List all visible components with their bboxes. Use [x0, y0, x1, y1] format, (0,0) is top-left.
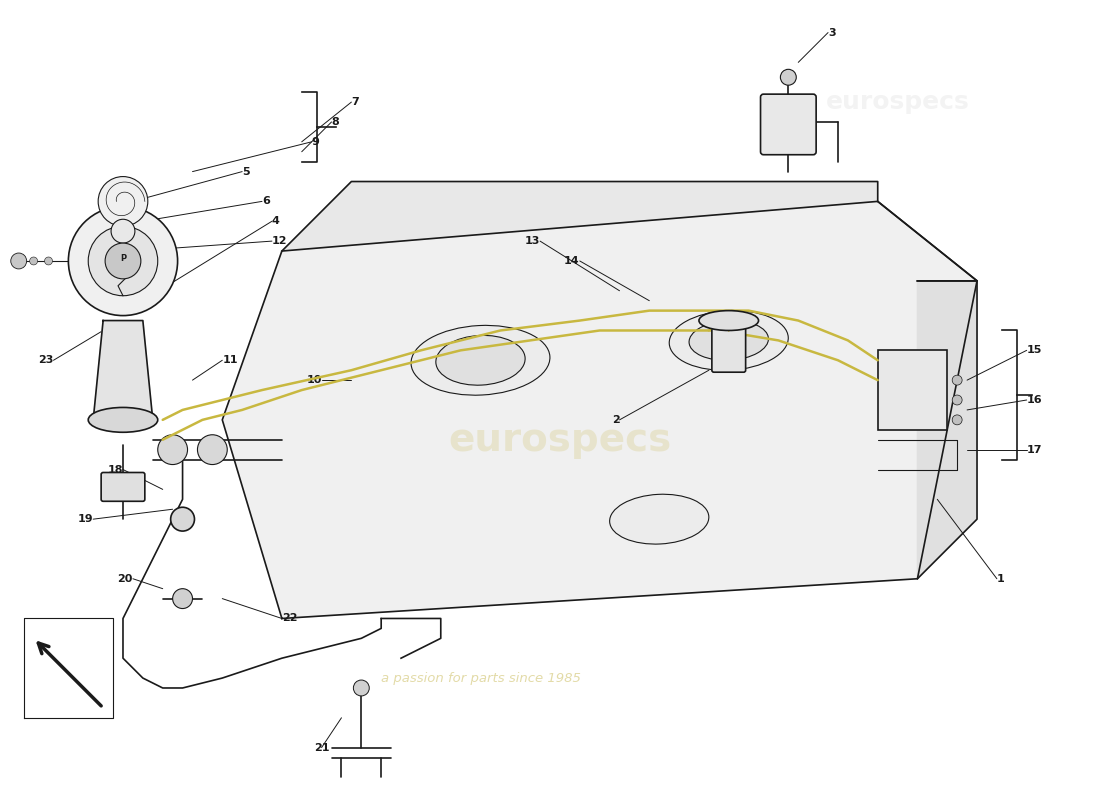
Circle shape [953, 375, 962, 385]
Circle shape [30, 257, 37, 265]
Polygon shape [94, 321, 153, 420]
Text: 5: 5 [242, 166, 250, 177]
Text: 14: 14 [564, 256, 580, 266]
Text: eurospecs: eurospecs [826, 90, 969, 114]
Text: 16: 16 [1026, 395, 1043, 405]
Text: 11: 11 [222, 355, 238, 366]
Text: 4: 4 [272, 216, 279, 226]
Circle shape [88, 226, 157, 296]
Text: 20: 20 [118, 574, 133, 584]
Ellipse shape [669, 310, 789, 370]
Text: eurospecs: eurospecs [449, 421, 672, 458]
Circle shape [98, 177, 147, 226]
Text: 22: 22 [282, 614, 297, 623]
Text: 19: 19 [78, 514, 94, 524]
Text: 21: 21 [314, 742, 329, 753]
Circle shape [953, 395, 962, 405]
Circle shape [198, 434, 228, 465]
FancyBboxPatch shape [760, 94, 816, 154]
Text: 3: 3 [828, 27, 836, 38]
FancyBboxPatch shape [878, 350, 947, 430]
Ellipse shape [88, 407, 157, 432]
Circle shape [953, 415, 962, 425]
Text: 13: 13 [525, 236, 540, 246]
Text: 8: 8 [331, 117, 339, 127]
Circle shape [353, 680, 370, 696]
Text: 17: 17 [1026, 445, 1042, 454]
Ellipse shape [436, 335, 525, 385]
Text: 18: 18 [108, 465, 123, 474]
Circle shape [780, 70, 796, 86]
Text: 15: 15 [1026, 346, 1042, 355]
Ellipse shape [411, 326, 550, 395]
Ellipse shape [698, 310, 759, 330]
Text: 12: 12 [272, 236, 287, 246]
Text: 23: 23 [39, 355, 54, 366]
Circle shape [170, 507, 195, 531]
Polygon shape [917, 281, 977, 578]
Polygon shape [282, 182, 878, 251]
Circle shape [173, 589, 192, 609]
Ellipse shape [609, 494, 708, 544]
Circle shape [68, 206, 177, 315]
Text: 10: 10 [306, 375, 321, 385]
Text: a passion for parts since 1985: a passion for parts since 1985 [381, 671, 581, 685]
Circle shape [106, 243, 141, 279]
Circle shape [111, 219, 135, 243]
Circle shape [157, 434, 187, 465]
Text: 6: 6 [262, 196, 270, 206]
Text: 1: 1 [997, 574, 1004, 584]
Text: P: P [120, 254, 127, 263]
Text: 2: 2 [612, 415, 619, 425]
FancyBboxPatch shape [101, 473, 145, 502]
FancyBboxPatch shape [712, 314, 746, 372]
Text: 9: 9 [311, 137, 319, 147]
Circle shape [11, 253, 26, 269]
Polygon shape [222, 202, 977, 618]
Ellipse shape [689, 321, 769, 360]
Text: 7: 7 [351, 97, 359, 107]
Circle shape [44, 257, 53, 265]
